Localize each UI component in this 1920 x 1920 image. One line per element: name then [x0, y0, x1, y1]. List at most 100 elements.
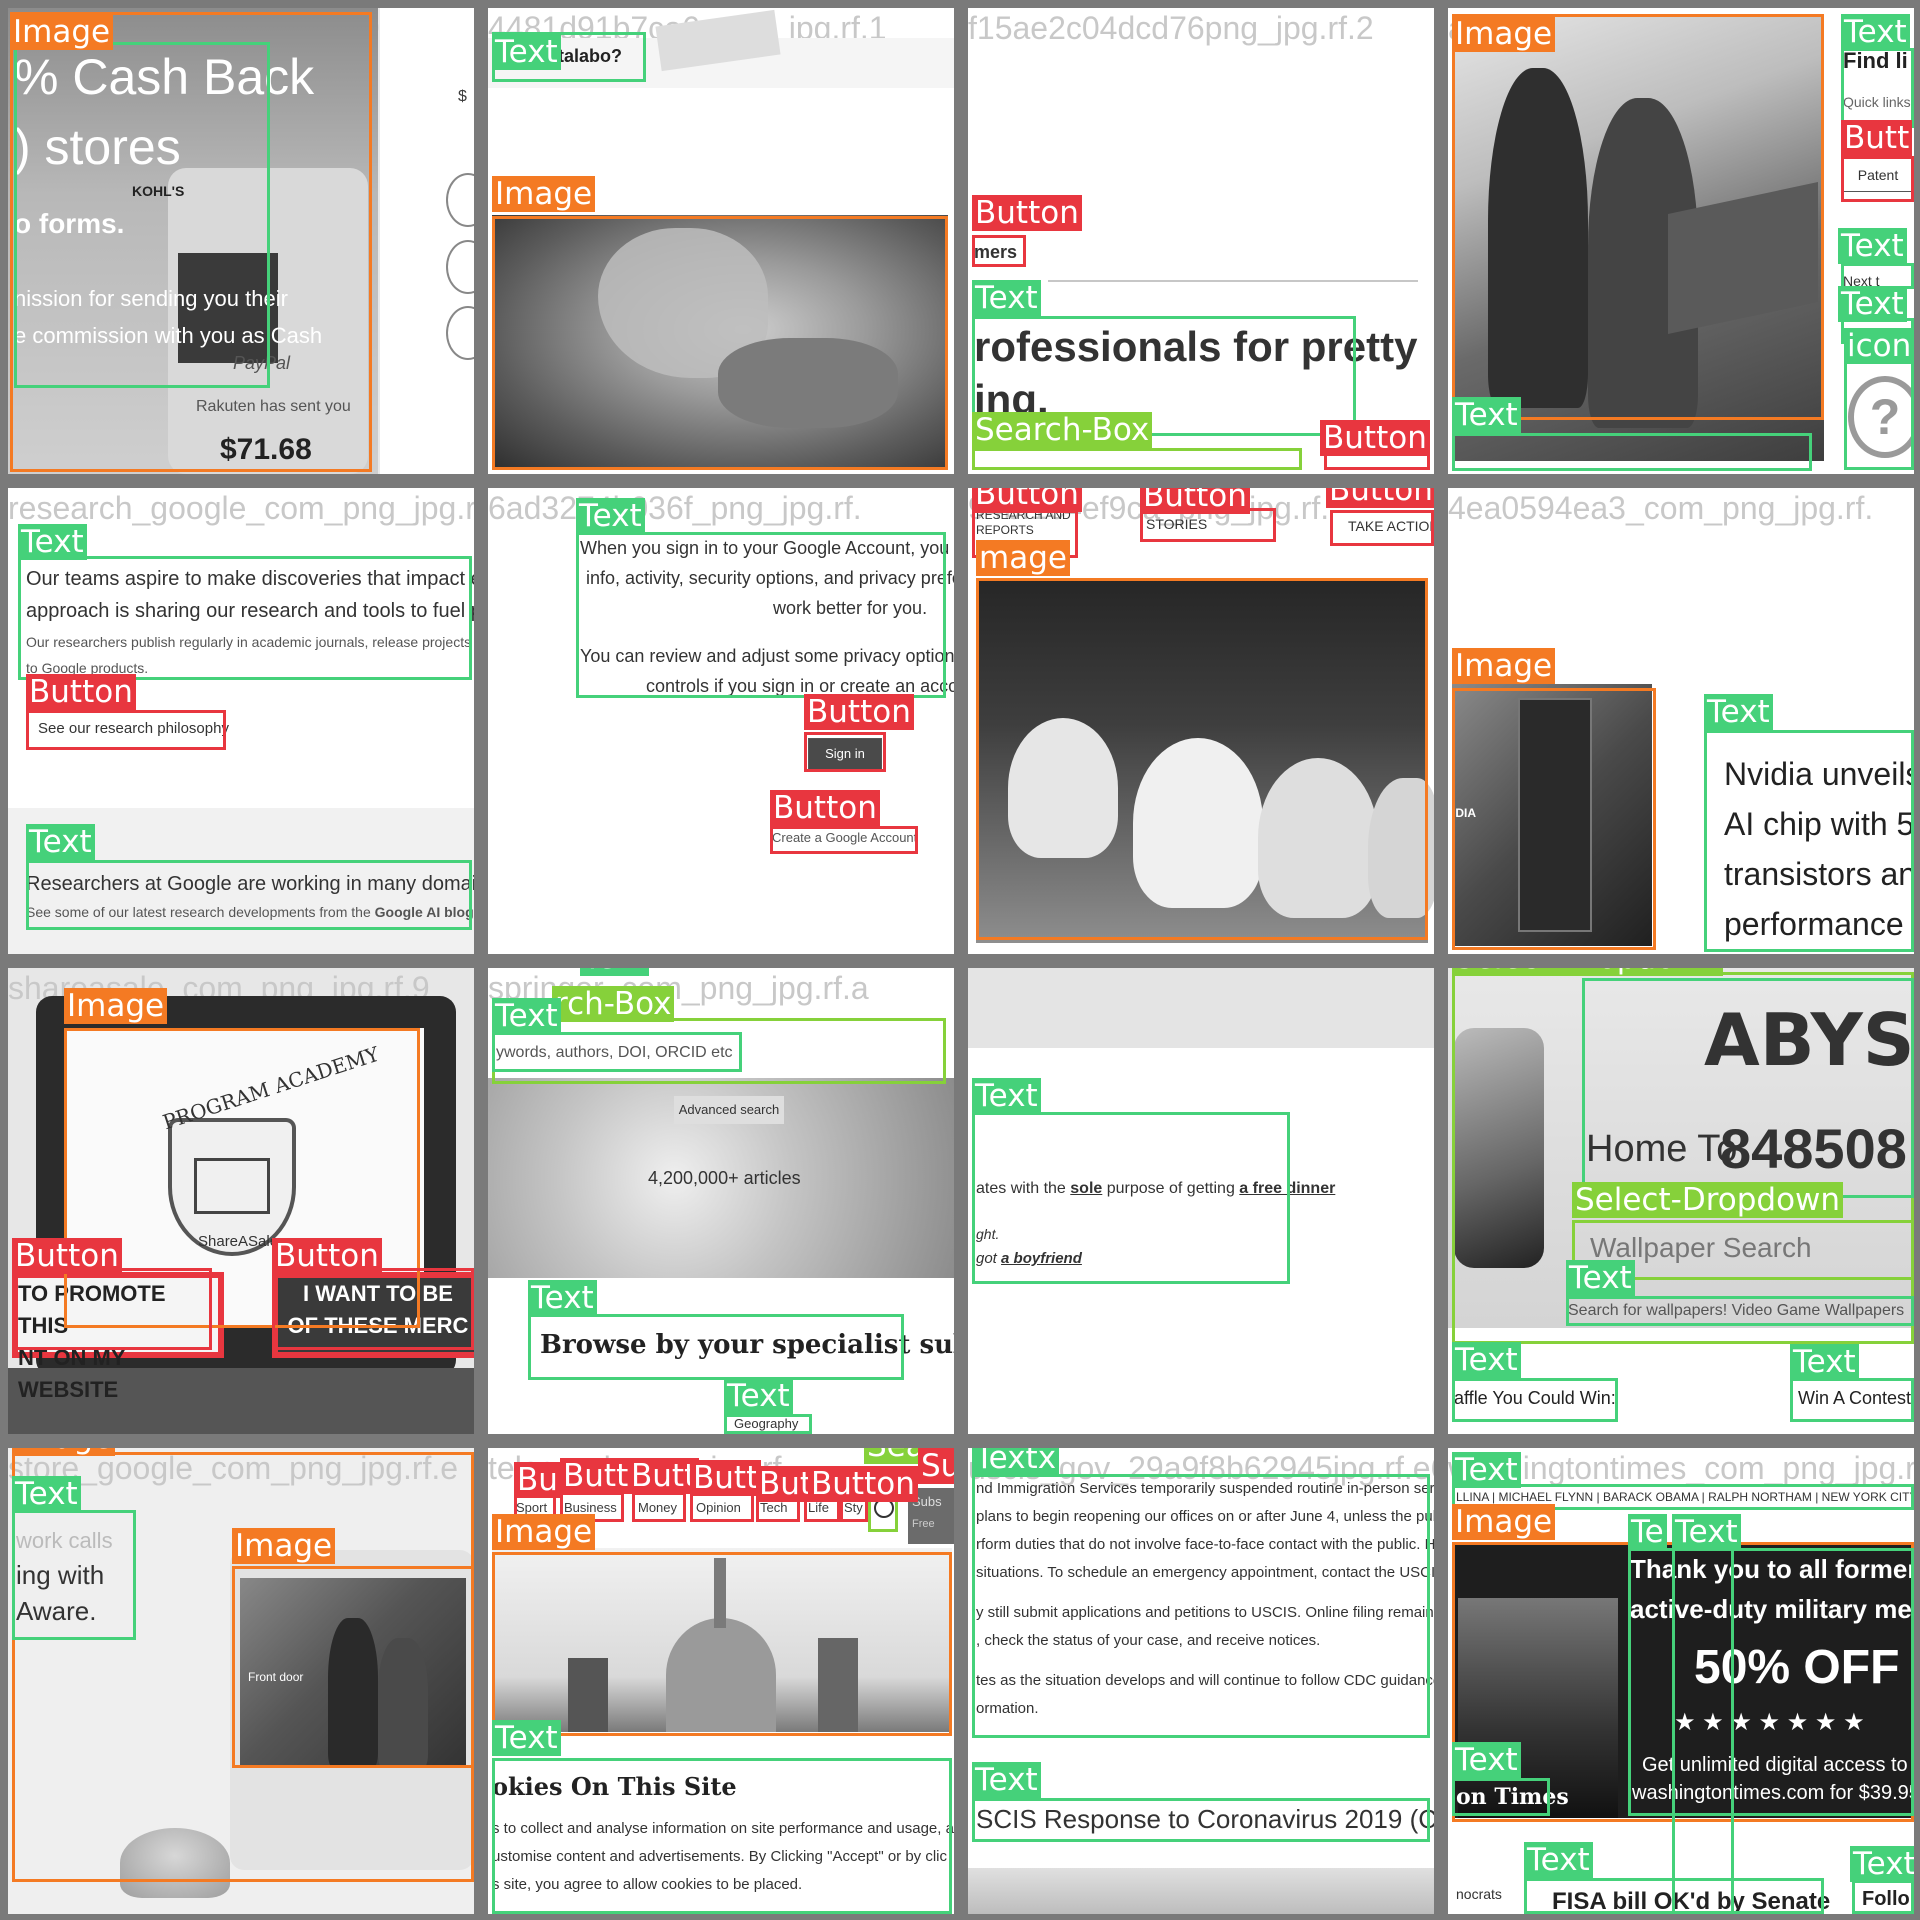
tile-watermark: f15ae2c04dcd76png_jpg.rf.2	[968, 10, 1374, 46]
text-bbox	[1524, 1878, 1824, 1914]
smart-speaker	[120, 1828, 230, 1898]
nav-opinion[interactable]: Opinion	[696, 1500, 741, 1515]
text-bbox	[1628, 1548, 1914, 1816]
be-merchant-button[interactable]: I WANT TO BE OF THESE MERC	[272, 1272, 474, 1358]
advanced-search-button[interactable]: Advanced search	[674, 1096, 784, 1124]
button-label: Button	[1320, 420, 1430, 456]
sole-link[interactable]: sole	[1070, 1180, 1103, 1197]
text-bbox	[1452, 1778, 1550, 1816]
text-label: Text	[580, 968, 649, 976]
text-bbox	[1452, 433, 1812, 471]
text-label: Text	[724, 1378, 793, 1414]
text-bbox	[1452, 1378, 1618, 1422]
wallpaper-search-dropdown[interactable]: Wallpaper Search	[1590, 1232, 1812, 1263]
text-bbox	[1841, 48, 1914, 128]
nav-style[interactable]: Sty	[844, 1500, 863, 1515]
nav-tech[interactable]: Tech	[760, 1500, 788, 1515]
text-label: Text	[1452, 1342, 1521, 1378]
couple-figure-1	[328, 1618, 378, 1768]
button-label: Butt	[560, 1458, 632, 1494]
button-bbox[interactable]	[632, 1492, 686, 1522]
button-label: Butt	[628, 1458, 700, 1494]
subscribe-button-text[interactable]: Subs	[912, 1494, 942, 1509]
stories-nav[interactable]: STORIES	[1146, 516, 1208, 532]
free-trial-text: Free	[912, 1518, 935, 1530]
image-label: Image	[492, 176, 596, 212]
image-label: Image	[492, 1514, 596, 1550]
take-action-nav[interactable]: TAKE ACTION	[1348, 518, 1434, 534]
search-box-label: Search-Box	[972, 412, 1153, 448]
button-label: Butt	[690, 1460, 762, 1496]
text-label: Text	[972, 280, 1041, 316]
text-bbox	[1452, 1484, 1914, 1510]
research-philosophy-button[interactable]: See our research philosophy	[38, 720, 229, 737]
sign-in-button[interactable]: Sign in	[808, 738, 882, 770]
uscis-paragraph-6: , check the status of your case, and rec…	[976, 1632, 1321, 1649]
nav-sport[interactable]: Sport	[516, 1500, 548, 1515]
tile-telegraph: telegraph_png_jpg.rf. Sport Business Mon…	[488, 1448, 954, 1914]
button-label: Button	[804, 694, 914, 730]
search-box-bbox[interactable]	[972, 448, 1302, 470]
home-to-text: Home To	[1586, 1128, 1738, 1170]
help-question-icon[interactable]: ?	[1848, 376, 1914, 458]
wallpaper-count: 848508	[1720, 1117, 1907, 1180]
tower-block-left	[568, 1658, 608, 1732]
text-label: Text	[1838, 228, 1907, 264]
button-label: Button	[770, 790, 880, 826]
button-bbox[interactable]	[972, 235, 1026, 267]
domains-subtext-lead: See some of our latest research developm…	[26, 904, 371, 920]
nav-business[interactable]: Business	[564, 1500, 617, 1515]
topic-nav[interactable]: LLINA | MICHAEL FLYNN | BARACK OBAMA | R…	[1456, 1490, 1914, 1504]
tile-blog-article: atlantablackstar_com_png_jpg.rf. ates wi…	[968, 968, 1434, 1434]
button-bbox[interactable]	[1330, 510, 1434, 546]
button-bbox[interactable]	[804, 732, 886, 772]
create-account-link[interactable]: Create a Google Account	[772, 830, 918, 845]
privacy-paragraph-5: controls if you sign in or create an acc…	[646, 676, 954, 696]
button-bbox[interactable]	[690, 1492, 754, 1522]
boyfriend-link[interactable]: a boyfriend	[1001, 1250, 1082, 1267]
nav-money[interactable]: Money	[638, 1500, 678, 1515]
store-text-1: work calls	[16, 1528, 113, 1553]
button-label: Button	[808, 1466, 918, 1502]
geography-link[interactable]: Geography	[734, 1416, 799, 1431]
button-bbox[interactable]	[1841, 156, 1914, 202]
amount-text: $71.68	[220, 433, 312, 466]
couple-figure-2	[378, 1638, 428, 1768]
ai-blog-link[interactable]: Google AI blog	[374, 904, 474, 920]
stores-headline: ) stores	[14, 119, 181, 175]
ad-line-3: Get unlimited digital access to	[1642, 1754, 1908, 1776]
button-label: Button	[26, 674, 136, 710]
tile-rakuten: rakuten_com_png_jpg.rf.95a % Cash Back )…	[8, 8, 474, 474]
button-label: Butt	[1841, 120, 1913, 156]
button-bbox[interactable]	[272, 1268, 474, 1350]
image-bbox	[232, 1566, 474, 1768]
tile-children-charity: 94bf1c4ef9ca_png_jpg.rf. RESEARCH ANDREP…	[968, 488, 1434, 954]
button-bbox[interactable]	[26, 710, 226, 750]
research-paragraph-4: to Google products.	[26, 660, 149, 676]
button-bbox[interactable]	[12, 1268, 212, 1350]
text-label: Text	[1566, 1260, 1635, 1296]
shareasale-brand: ShareASale	[198, 1233, 279, 1250]
open-book-icon	[194, 1158, 270, 1214]
cookies-line-1: s to collect and analyse information on …	[492, 1820, 954, 1837]
select-dropdown-bbox[interactable]	[1572, 1220, 1914, 1280]
tile-uscis: uscis_gov_29a9f8b62945jpg.rf.e67c9 nd Im…	[968, 1448, 1434, 1914]
button-bbox[interactable]	[770, 826, 918, 854]
next-text: Next t	[1843, 273, 1880, 289]
nav-life[interactable]: Life	[808, 1500, 829, 1515]
privacy-paragraph-3: work better for you.	[773, 598, 928, 618]
footer-banner	[968, 1868, 1434, 1914]
quick-links-text: Quick links	[1843, 94, 1911, 110]
text-label: Text	[1672, 1514, 1741, 1550]
text-bbox	[1790, 1378, 1914, 1422]
find-links-heading: Find li	[1843, 48, 1908, 73]
select-dropdown-label: Select-Dropdown	[1572, 1182, 1844, 1218]
text-label: Text	[972, 1762, 1041, 1798]
child-hood-3	[1258, 758, 1378, 918]
select-dropdown-label: Select-Dropdown	[1452, 968, 1724, 976]
image-label: Image	[1452, 16, 1556, 52]
tile-google-privacy: 6ad3274b036f_png_jpg.rf. When you sign i…	[488, 488, 954, 954]
ad-line-4: washingtontimes.com for $39.95/y	[1632, 1782, 1914, 1804]
soldiers-silhouette	[1458, 1598, 1618, 1818]
ad-line-1: Thank you to all former a	[1630, 1554, 1914, 1584]
